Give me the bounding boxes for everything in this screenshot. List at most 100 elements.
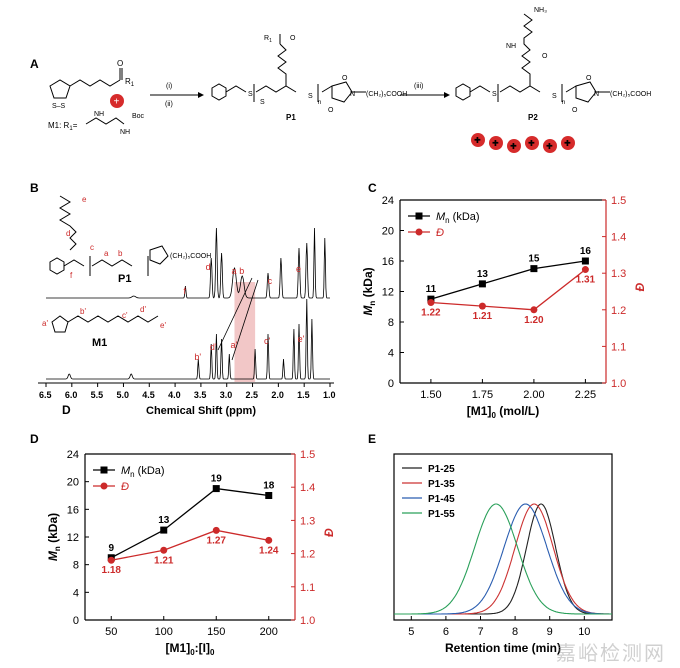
data-point-square (478, 280, 486, 288)
m1-boc-label: Boc (132, 113, 145, 120)
cation-ball-icon (561, 136, 575, 150)
nmr-p1-peak-label: f (183, 286, 186, 296)
gpc-trace (394, 503, 612, 615)
data-point-circle (427, 298, 435, 306)
p2-n-subscript: n (562, 100, 565, 106)
nmr-p1-peak-label: b (239, 266, 244, 276)
data-point-square (530, 265, 538, 273)
nmr-x-tick-label: 3.5 (194, 390, 207, 400)
data-label: 1.20 (524, 315, 544, 326)
x-axis-label: Retention time (min) (445, 641, 561, 655)
x-tick-label: 150 (207, 626, 225, 638)
y-right-tick-label: 1.5 (300, 449, 315, 461)
panel-letter-e: E (368, 432, 377, 446)
data-label: 1.21 (154, 555, 174, 566)
nmr-m1-peak-label: c' (264, 336, 271, 346)
chart-d: 0 4 8 12 16 20 24 1.0 1.1 1.2 1.3 1.4 1.5 50 100 150 200… (46, 449, 336, 657)
p1-cooh-chain: (CH₂)₅COOH (366, 91, 407, 98)
y-right-axis-label: Đ (633, 283, 647, 292)
cation-plus-glyph: + (529, 139, 535, 150)
y-right-tick-label: 1.1 (300, 582, 315, 594)
nmr-m1-struct-label: a' (42, 319, 48, 328)
nmr-p1-chain-label: (CH₂)₅COOH (170, 253, 211, 260)
nmr-x-tick-label: 4.0 (168, 390, 181, 400)
y-left-tick-label: 8 (388, 317, 394, 329)
legend-label: Đ (436, 227, 444, 239)
nmr-x-tick-label: 2.5 (246, 390, 259, 400)
nmr-x-axis-label: Chemical Shift (ppm) (146, 405, 256, 417)
nmr-x-tick-label: 6.0 (65, 390, 78, 400)
data-point-square (581, 257, 589, 265)
nmr-assign-arrow-1 (217, 277, 253, 351)
p1-imide-o-top: O (342, 75, 348, 82)
cation-ball-icon (110, 94, 124, 108)
legend-marker-circle (100, 482, 108, 490)
cation-ball-icon (471, 133, 485, 147)
legend-marker-circle (415, 228, 423, 236)
y-right-tick-label: 1.3 (300, 515, 315, 527)
cation-ball-icon (543, 139, 557, 153)
data-label: 1.27 (207, 535, 227, 546)
nmr-x-tick-label: 4.5 (142, 390, 155, 400)
data-point-circle (265, 536, 273, 544)
y-left-tick-label: 24 (67, 449, 79, 461)
series-line (430, 260, 586, 300)
cation-plus-glyph: + (565, 139, 571, 150)
y-left-tick-label: 12 (67, 532, 79, 544)
x-tick-label: 2.00 (523, 389, 544, 401)
nmr-m1-peak-label: e' (298, 334, 305, 344)
data-point-square (212, 485, 220, 493)
p2-s-left: S (492, 91, 497, 98)
gpc-trace (394, 503, 612, 615)
legend-label: P1-25 (428, 464, 455, 475)
x-axis-label: [M1]0:[I]0 (166, 641, 215, 657)
series-line (430, 269, 586, 311)
nmr-assign-arrow-2 (231, 279, 259, 361)
p1-imide-n: N (350, 91, 355, 98)
step-i-label: (i) (166, 83, 172, 90)
chart-c: 0 4 8 12 16 20 24 1.0 1.1 1.2 1.3 1.4 1.5 1.50 1.75 2.0… (361, 195, 647, 420)
y-left-tick-label: 20 (382, 226, 394, 238)
y-right-tick-label: 1.5 (611, 195, 626, 207)
legend-label: Mn (kDa) (121, 465, 165, 479)
x-tick-label: 100 (155, 626, 173, 638)
series-line (110, 487, 269, 559)
y-left-tick-label: 0 (73, 615, 79, 627)
y-left-tick-label: 16 (67, 504, 79, 516)
nmr-m1-spectrum (46, 298, 330, 380)
p2-structure (455, 13, 610, 103)
m1-definition: M1: R1= (48, 121, 78, 132)
data-label: 1.18 (102, 565, 122, 576)
x-tick-label: 9 (547, 626, 553, 638)
x-axis-label: [M1]0 (mol/L) (467, 404, 539, 420)
nmr-p1-struct-label: b (118, 249, 123, 258)
y-right-tick-label: 1.4 (611, 232, 626, 244)
p2-nh3-label: NH₃ (534, 7, 547, 14)
y-right-tick-label: 1.4 (300, 482, 315, 494)
data-label: 15 (528, 254, 540, 265)
nmr-m1-peak-label: b' (194, 352, 201, 362)
gpc-trace (394, 503, 612, 615)
nmr-m1-peak-label: d' (210, 342, 217, 352)
gpc-trace (394, 503, 612, 615)
x-tick-label: 8 (512, 626, 518, 638)
p1-n-subscript: n (318, 100, 321, 106)
data-point-circle (581, 266, 589, 274)
cation-plus-glyph: + (547, 142, 553, 153)
data-label: 1.22 (421, 307, 441, 318)
y-left-tick-label: 0 (388, 378, 394, 390)
y-right-tick-label: 1.2 (300, 549, 315, 561)
x-tick-label: 5 (408, 626, 414, 638)
nmr-highlight-band (234, 282, 256, 382)
p2-scheme-label: P2 (528, 113, 538, 122)
data-point-square (160, 526, 168, 534)
nmr-p1-peak-label: e (296, 264, 301, 274)
nmr-p1-peak-label: d (206, 262, 211, 272)
step-ii-label: (ii) (165, 101, 173, 108)
nmr-x-tick-label: 3.0 (220, 390, 233, 400)
p2-cooh-chain: (CH₂)₅COOH (610, 91, 651, 98)
data-point-circle (530, 306, 538, 314)
nmr-x-tick-label: 1.0 (323, 390, 336, 400)
m1-structure (49, 68, 123, 99)
